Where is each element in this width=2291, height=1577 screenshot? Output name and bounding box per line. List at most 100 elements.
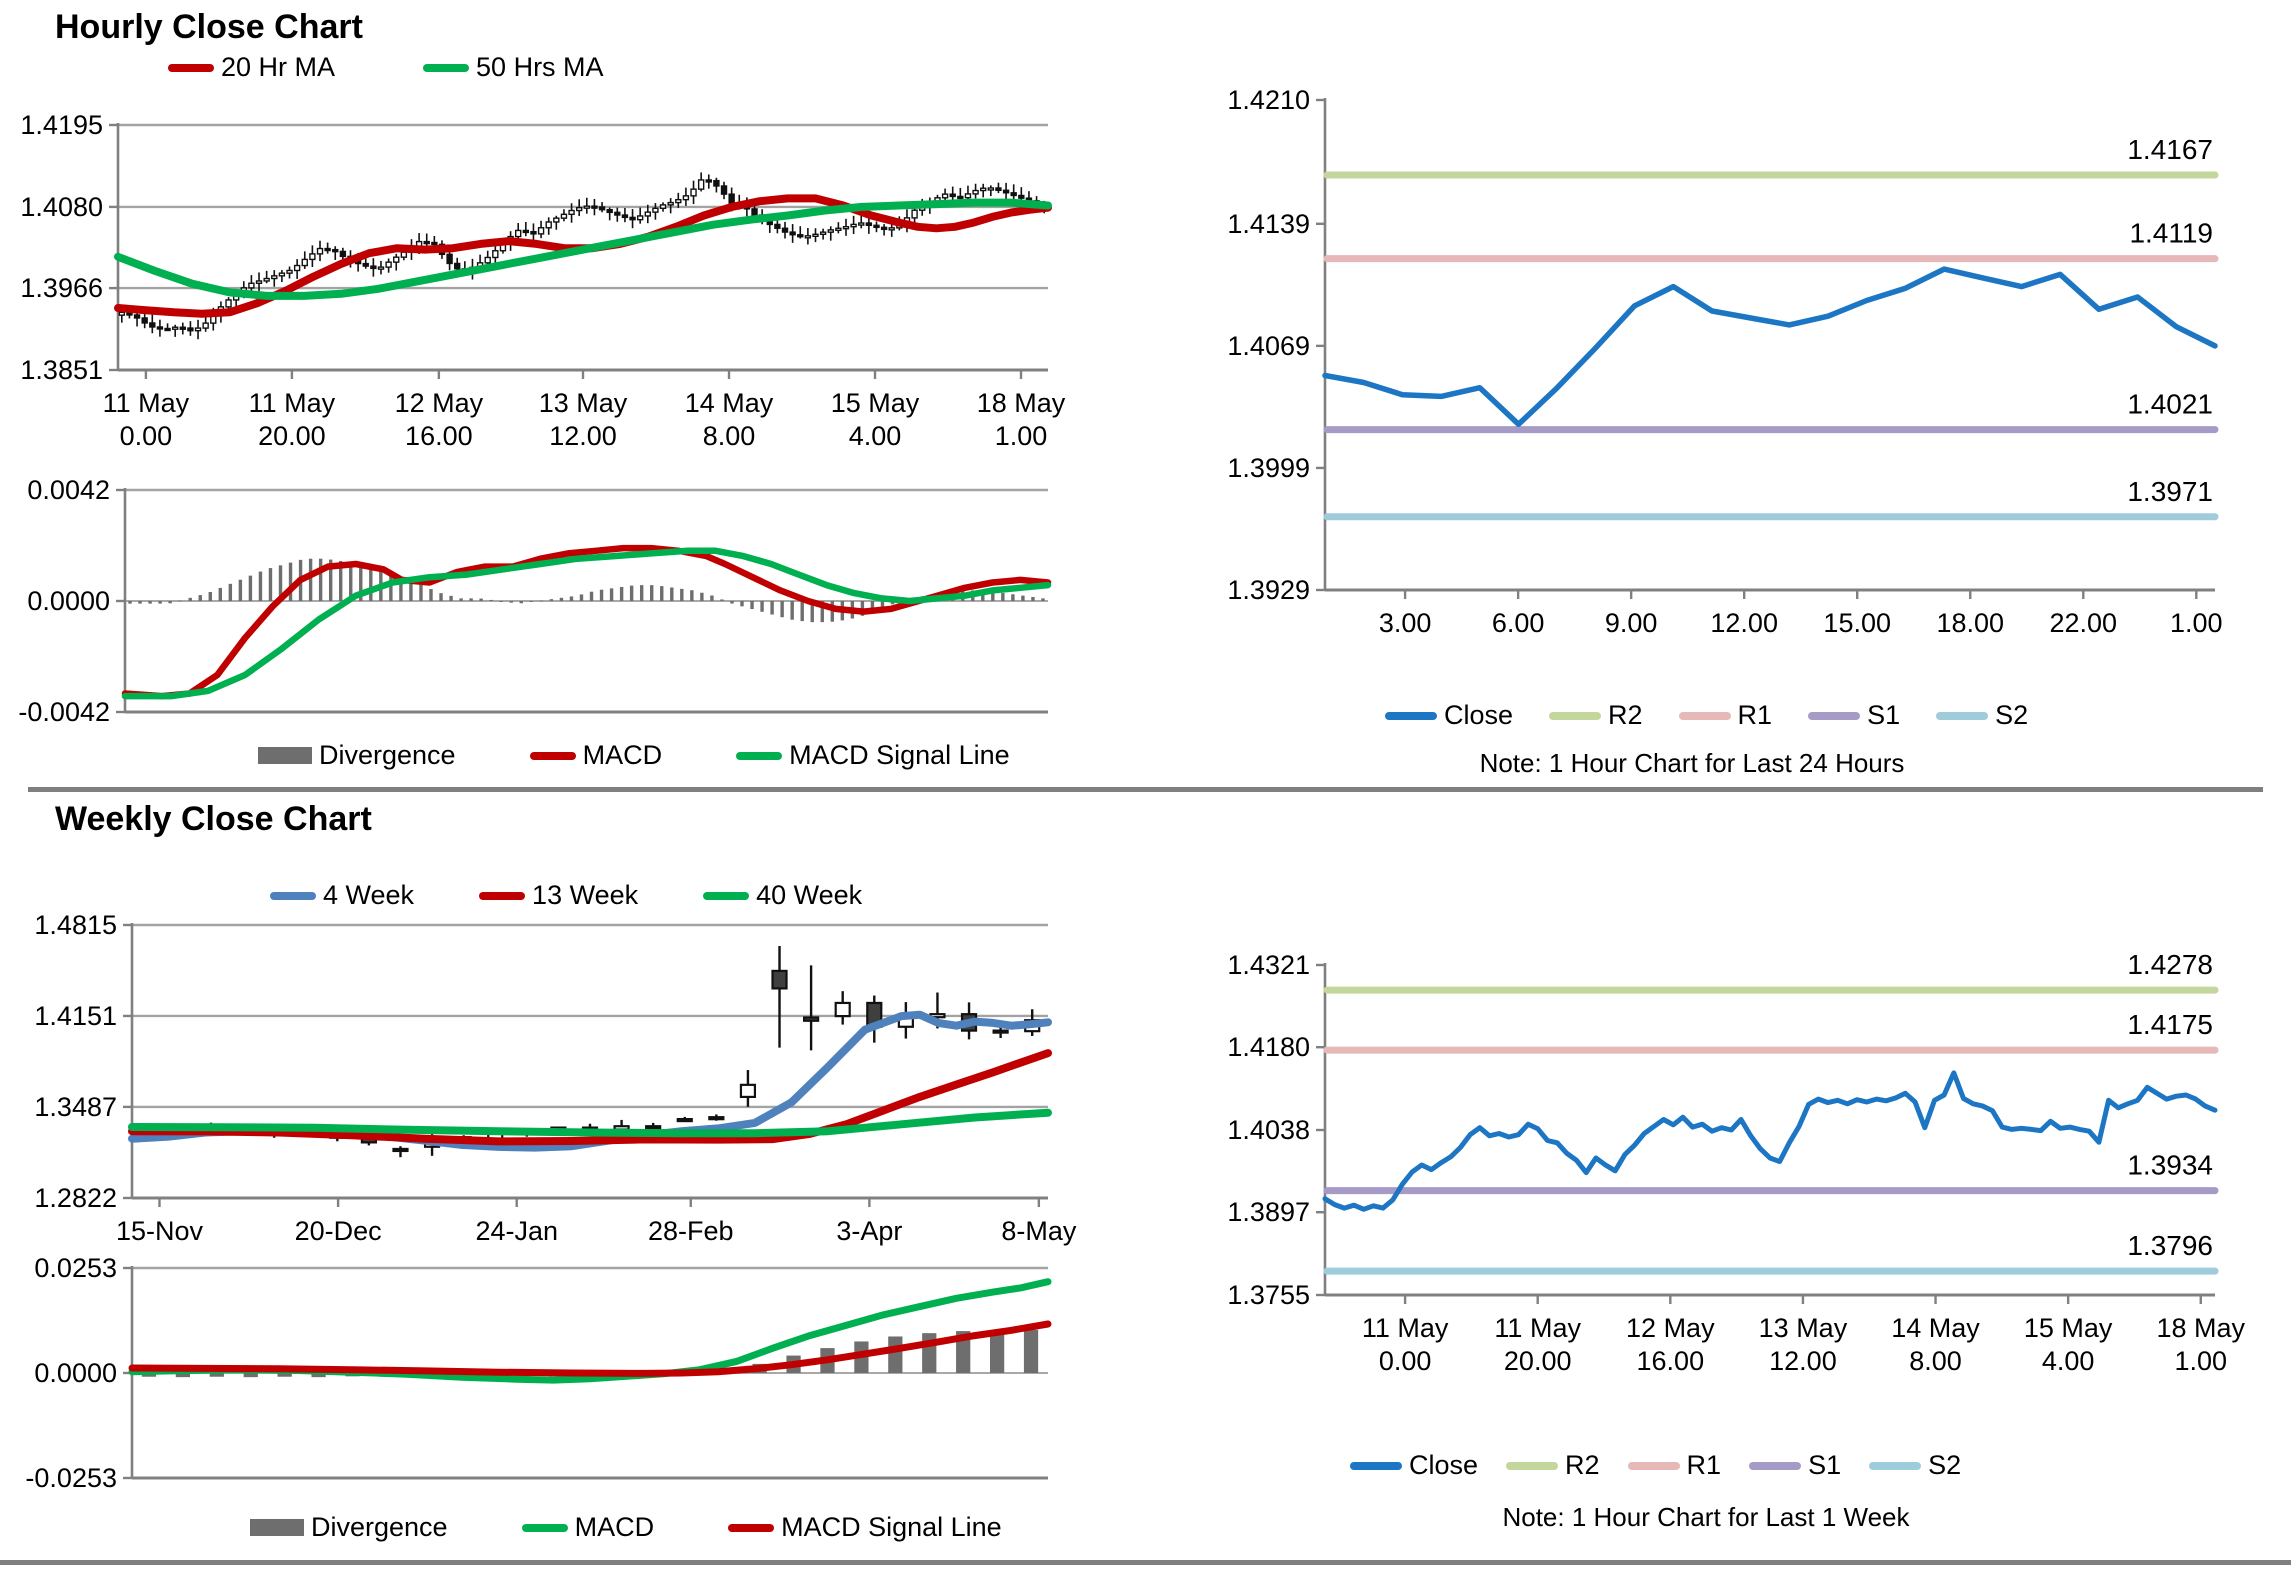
close-swatch-icon <box>1350 1461 1402 1470</box>
svg-text:11 May: 11 May <box>1494 1313 1581 1343</box>
svg-text:4.00: 4.00 <box>2042 1346 2095 1376</box>
hourly-pivot-note: Note: 1 Hour Chart for Last 24 Hours <box>1479 748 1905 778</box>
svg-text:12.00: 12.00 <box>1710 608 1778 638</box>
svg-text:1.4069: 1.4069 <box>1227 331 1310 361</box>
svg-text:1.3929: 1.3929 <box>1227 575 1310 605</box>
legend-label: 50 Hrs MA <box>476 52 604 82</box>
svg-text:0.00: 0.00 <box>1379 1346 1432 1376</box>
weekly-macd-chart: 0.0253 0.0000 -0.0253 <box>25 1253 1052 1493</box>
svg-text:15 May: 15 May <box>831 388 920 418</box>
svg-text:1.00: 1.00 <box>2170 608 2223 638</box>
close-swatch-icon <box>1385 711 1437 720</box>
weekly-pivot-legend: Close R2 R1 S1 S2 <box>1350 1450 1961 1481</box>
svg-text:1.4175: 1.4175 <box>2127 1009 2213 1040</box>
svg-text:14 May: 14 May <box>685 388 774 418</box>
ma20-swatch-icon <box>168 63 214 72</box>
s1-swatch-icon <box>1749 1461 1802 1470</box>
legend-item: MACD Signal Line <box>728 1512 1002 1543</box>
svg-text:11 May: 11 May <box>1362 1313 1449 1343</box>
legend-label: Divergence <box>319 740 456 770</box>
svg-text:12 May: 12 May <box>395 388 484 418</box>
svg-text:16.00: 16.00 <box>405 421 473 451</box>
s1-swatch-icon <box>1808 711 1861 720</box>
svg-text:9.00: 9.00 <box>1605 608 1658 638</box>
svg-text:1.4139: 1.4139 <box>1227 209 1310 239</box>
svg-text:1.4038: 1.4038 <box>1227 1115 1310 1145</box>
legend-item: Close <box>1385 700 1513 731</box>
svg-text:1.4815: 1.4815 <box>34 910 117 940</box>
svg-text:15.00: 15.00 <box>1823 608 1891 638</box>
divergence-swatch-icon <box>250 1519 304 1536</box>
section-divider <box>28 787 2263 792</box>
svg-text:20.00: 20.00 <box>258 421 326 451</box>
svg-text:1.3755: 1.3755 <box>1227 1280 1310 1310</box>
legend-label: MACD Signal Line <box>789 740 1010 770</box>
r1-swatch-icon <box>1678 711 1731 720</box>
svg-text:11 May: 11 May <box>249 388 336 418</box>
s2-swatch-icon <box>1936 711 1989 720</box>
bottom-divider <box>0 1560 2291 1565</box>
hourly-macd-legend: Divergence MACD MACD Signal Line <box>258 740 1010 771</box>
hourly-ma-legend: 20 Hr MA 50 Hrs MA <box>168 52 604 83</box>
legend-label: MACD Signal Line <box>781 1512 1002 1542</box>
legend-item: Close <box>1350 1450 1478 1481</box>
r2-swatch-icon <box>1506 1461 1559 1470</box>
svg-text:1.4167: 1.4167 <box>2127 134 2213 165</box>
svg-text:-0.0042: -0.0042 <box>18 697 110 727</box>
hourly-pivot-legend: Close R2 R1 S1 S2 <box>1385 700 2028 731</box>
svg-text:20-Dec: 20-Dec <box>295 1216 382 1246</box>
weekly-pivot-note: Note: 1 Hour Chart for Last 1 Week <box>1502 1502 1910 1532</box>
macd-swatch-icon <box>529 751 576 760</box>
svg-text:1.00: 1.00 <box>2174 1346 2227 1376</box>
r1-swatch-icon <box>1627 1461 1680 1470</box>
svg-text:1.4080: 1.4080 <box>20 192 103 222</box>
legend-item: MACD <box>521 1512 655 1543</box>
legend-label: MACD <box>574 1512 655 1542</box>
legend-item: S1 <box>1808 700 1900 731</box>
svg-text:6.00: 6.00 <box>1492 608 1545 638</box>
hourly-pivot-chart: 1.4210 1.4139 1.4069 1.3999 1.3929 3.00 6.00 9.… <box>1227 85 2223 638</box>
legend-label: R2 <box>1565 1450 1600 1480</box>
svg-text:15 May: 15 May <box>2024 1313 2113 1343</box>
legend-label: Close <box>1409 1450 1479 1480</box>
legend-label: 4 Week <box>323 880 415 910</box>
ma13w-swatch-icon <box>479 891 526 900</box>
legend-label: Close <box>1444 700 1514 730</box>
svg-text:14 May: 14 May <box>1891 1313 1980 1343</box>
legend-item: Divergence <box>258 740 456 771</box>
legend-label: R1 <box>1686 1450 1722 1480</box>
svg-text:28-Feb: 28-Feb <box>648 1216 734 1246</box>
svg-text:0.0000: 0.0000 <box>34 1358 117 1388</box>
legend-item: 4 Week <box>270 880 414 911</box>
svg-text:0.0000: 0.0000 <box>27 586 110 616</box>
svg-text:16.00: 16.00 <box>1637 1346 1705 1376</box>
svg-text:1.3897: 1.3897 <box>1227 1197 1310 1227</box>
svg-text:3.00: 3.00 <box>1379 608 1432 638</box>
svg-text:1.3966: 1.3966 <box>20 273 103 303</box>
svg-text:22.00: 22.00 <box>2049 608 2117 638</box>
svg-text:0.00: 0.00 <box>120 421 173 451</box>
svg-text:18.00: 18.00 <box>1936 608 2004 638</box>
weekly-section-title: Weekly Close Chart <box>55 800 372 838</box>
hourly-section-title: Hourly Close Chart <box>55 8 363 46</box>
svg-text:1.4210: 1.4210 <box>1227 85 1310 115</box>
svg-text:12 May: 12 May <box>1626 1313 1715 1343</box>
svg-text:12.00: 12.00 <box>549 421 617 451</box>
svg-text:1.4119: 1.4119 <box>2129 218 2213 249</box>
legend-item: S2 <box>1936 700 2028 731</box>
macd-signal-swatch-icon <box>736 751 783 760</box>
ma50-swatch-icon <box>423 63 470 72</box>
legend-item: Divergence <box>250 1512 448 1543</box>
legend-label: S1 <box>1808 1450 1842 1480</box>
r2-swatch-icon <box>1549 711 1602 720</box>
svg-text:4.00: 4.00 <box>849 421 902 451</box>
svg-text:12.00: 12.00 <box>1769 1346 1837 1376</box>
macd-swatch-icon <box>521 1523 568 1532</box>
legend-label: 13 Week <box>532 880 639 910</box>
legend-item: R2 <box>1506 1450 1600 1481</box>
svg-text:18 May: 18 May <box>977 388 1066 418</box>
